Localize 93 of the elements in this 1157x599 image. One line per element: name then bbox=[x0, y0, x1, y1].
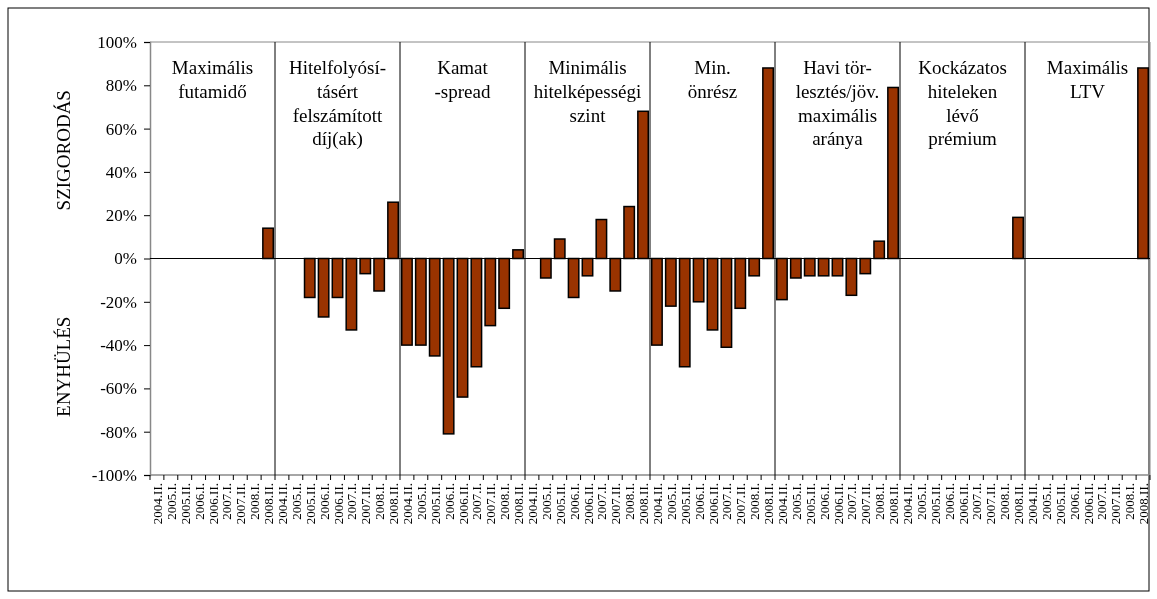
x-tick-label: 2006.I. bbox=[566, 483, 582, 520]
y-tick-label: -20% bbox=[100, 292, 137, 312]
text: ENYHÜLÉS bbox=[53, 316, 74, 417]
x-tick-label: 2007.I. bbox=[594, 483, 610, 520]
x-tick-label: 2008.II. bbox=[261, 483, 277, 525]
x-tick-label: 2005.I. bbox=[913, 483, 929, 520]
x-tick-label: 2004.II. bbox=[149, 483, 165, 525]
x-tick-label: 2004.II. bbox=[524, 483, 540, 525]
x-tick-label: 2007.II. bbox=[483, 483, 499, 525]
x-tick-label: 2005.II. bbox=[802, 483, 818, 525]
x-tick-label: 2005.II. bbox=[677, 483, 693, 525]
x-tick-label: 2007.II. bbox=[733, 483, 749, 525]
x-tick-label: 2006.II. bbox=[705, 483, 721, 525]
x-tick-label: 2007.I. bbox=[844, 483, 860, 520]
annotation: Maximális LTV bbox=[1046, 57, 1129, 102]
x-tick-label: 2006.II. bbox=[1080, 483, 1096, 525]
x-tick-label: 2008.I. bbox=[497, 483, 513, 520]
x-tick-label: 2005.I. bbox=[663, 483, 679, 520]
y-axis-title: SZIGORODÁS bbox=[53, 90, 74, 211]
x-tick-label: 2004.II. bbox=[399, 483, 415, 525]
x-tick-label: 2005.II. bbox=[927, 483, 943, 525]
y-tick-label: 20% bbox=[105, 206, 137, 226]
x-tick-label: 2004.II. bbox=[649, 483, 665, 525]
annotation: Kamat -spread bbox=[434, 57, 491, 102]
annotation: Hitelfolyósí- tásért felszámított díj(ak) bbox=[288, 57, 387, 151]
x-tick-label: 2008.I. bbox=[622, 483, 638, 520]
x-tick-label: 2006.I. bbox=[691, 483, 707, 520]
annotation: Kockázatos hiteleken lévő prémium bbox=[918, 57, 1007, 150]
x-tick-label: 2008.II. bbox=[1011, 483, 1027, 525]
x-tick-label: 2005.II. bbox=[427, 483, 443, 525]
x-tick-label: 2004.II. bbox=[1024, 483, 1040, 525]
x-tick-label: 2007.I. bbox=[719, 483, 735, 520]
x-tick-label: 2008.I. bbox=[372, 483, 388, 520]
x-tick-label: 2008.II. bbox=[511, 483, 527, 525]
x-tick-label: 2006.II. bbox=[955, 483, 971, 525]
x-tick-label: 2007.II. bbox=[233, 483, 249, 525]
annotation: Maximális futamidő bbox=[171, 57, 254, 102]
x-tick-label: 2005.I. bbox=[788, 483, 804, 520]
x-tick-label: 2008.II. bbox=[1136, 483, 1152, 525]
annotation: Minimális hitelképességi szint bbox=[533, 57, 642, 126]
x-tick-label: 2005.I. bbox=[538, 483, 554, 520]
x-tick-label: 2005.II. bbox=[1052, 483, 1068, 525]
x-tick-label: 2007.I. bbox=[219, 483, 235, 520]
x-tick-label: 2008.I. bbox=[997, 483, 1013, 520]
x-tick-label: 2006.I. bbox=[316, 483, 332, 520]
x-tick-label: 2004.II. bbox=[774, 483, 790, 525]
x-tick-label: 2008.I. bbox=[747, 483, 763, 520]
x-tick-label: 2006.I. bbox=[191, 483, 207, 520]
x-tick-label: 2006.II. bbox=[580, 483, 596, 525]
y-tick-label: -80% bbox=[100, 422, 137, 442]
x-tick-label: 2007.II. bbox=[358, 483, 374, 525]
y-tick-label: 60% bbox=[105, 119, 137, 139]
x-tick-label: 2008.II. bbox=[761, 483, 777, 525]
x-tick-label: 2004.II. bbox=[899, 483, 915, 525]
x-tick-label: 2008.II. bbox=[886, 483, 902, 525]
x-tick-label: 2007.II. bbox=[1108, 483, 1124, 525]
x-tick-label: 2005.II. bbox=[552, 483, 568, 525]
x-tick-label: 2005.I. bbox=[288, 483, 304, 520]
x-tick-label: 2006.I. bbox=[1066, 483, 1082, 520]
y-tick-label: -60% bbox=[100, 379, 137, 399]
x-tick-label: 2007.I. bbox=[469, 483, 485, 520]
x-tick-label: 2005.I. bbox=[163, 483, 179, 520]
y-tick-label: -40% bbox=[100, 336, 137, 356]
x-tick-label: 2006.I. bbox=[441, 483, 457, 520]
x-tick-label: 2005.I. bbox=[1038, 483, 1054, 520]
x-tick-label: 2008.II. bbox=[386, 483, 402, 525]
y-tick-label: 80% bbox=[105, 76, 137, 96]
y-tick-label: 0% bbox=[114, 249, 137, 269]
x-tick-label: 2006.II. bbox=[205, 483, 221, 525]
x-tick-label: 2008.II. bbox=[636, 483, 652, 525]
annotation: Havi tör- lesztés/jöv. maximális aránya bbox=[795, 57, 880, 150]
x-tick-label: 2006.I. bbox=[816, 483, 832, 520]
y-tick-label: 40% bbox=[105, 162, 137, 182]
x-tick-label: 2006.II. bbox=[830, 483, 846, 525]
x-tick-label: 2007.I. bbox=[969, 483, 985, 520]
x-tick-label: 2006.II. bbox=[330, 483, 346, 525]
y-tick-label: -100% bbox=[91, 465, 137, 485]
x-tick-label: 2007.I. bbox=[344, 483, 360, 520]
x-tick-label: 2008.I. bbox=[872, 483, 888, 520]
annotation: Min. önrész bbox=[687, 57, 738, 102]
x-tick-label: 2005.I. bbox=[413, 483, 429, 520]
x-tick-label: 2008.I. bbox=[1122, 483, 1138, 520]
x-tick-label: 2007.II. bbox=[608, 483, 624, 525]
x-tick-label: 2007.II. bbox=[858, 483, 874, 525]
x-tick-label: 2005.II. bbox=[302, 483, 318, 525]
x-tick-label: 2005.II. bbox=[177, 483, 193, 525]
y-tick-label: 100% bbox=[97, 32, 137, 52]
x-tick-label: 2006.I. bbox=[941, 483, 957, 520]
x-tick-label: 2006.II. bbox=[455, 483, 471, 525]
x-tick-label: 2004.II. bbox=[274, 483, 290, 525]
x-tick-label: 2008.I. bbox=[247, 483, 263, 520]
x-tick-label: 2007.II. bbox=[983, 483, 999, 525]
x-tick-label: 2007.I. bbox=[1094, 483, 1110, 520]
